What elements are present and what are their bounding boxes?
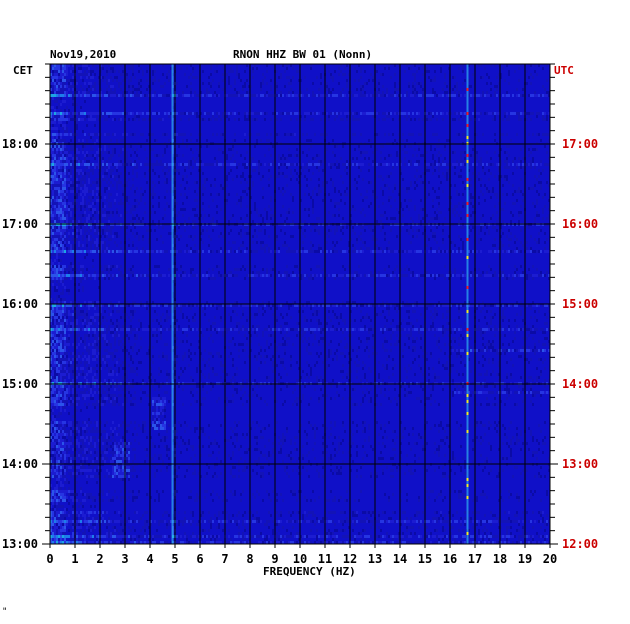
x-axis-label: FREQUENCY (HZ) <box>263 565 356 578</box>
x-tick-label-18: 18 <box>493 552 507 566</box>
utc-tick-label-3: 15:00 <box>562 297 598 311</box>
cet-tick-label-1: 14:00 <box>2 457 38 471</box>
cet-zone-label: CET <box>13 64 33 77</box>
x-tick-label-12: 12 <box>343 552 357 566</box>
utc-tick-label-5: 17:00 <box>562 137 598 151</box>
x-tick-label-5: 5 <box>171 552 178 566</box>
x-tick-label-15: 15 <box>418 552 432 566</box>
x-tick-label-14: 14 <box>393 552 407 566</box>
cet-tick-label-2: 15:00 <box>2 377 38 391</box>
x-tick-label-10: 10 <box>293 552 307 566</box>
utc-tick-label-2: 14:00 <box>562 377 598 391</box>
x-tick-label-20: 20 <box>543 552 557 566</box>
x-tick-label-2: 2 <box>96 552 103 566</box>
utc-tick-label-4: 16:00 <box>562 217 598 231</box>
x-tick-label-3: 3 <box>121 552 128 566</box>
cet-tick-label-0: 13:00 <box>2 537 38 551</box>
date-label: Nov19,2010 <box>50 48 117 61</box>
utc-tick-label-0: 12:00 <box>562 537 598 551</box>
cet-tick-label-4: 17:00 <box>2 217 38 231</box>
utc-tick-label-1: 13:00 <box>562 457 598 471</box>
x-tick-label-13: 13 <box>368 552 382 566</box>
x-tick-label-6: 6 <box>196 552 203 566</box>
x-tick-label-9: 9 <box>271 552 278 566</box>
x-tick-label-19: 19 <box>518 552 532 566</box>
x-tick-label-11: 11 <box>318 552 332 566</box>
corner-mark: " <box>2 607 8 617</box>
cet-tick-label-5: 18:00 <box>2 137 38 151</box>
x-tick-label-17: 17 <box>468 552 482 566</box>
x-tick-label-8: 8 <box>246 552 253 566</box>
x-tick-label-1: 1 <box>71 552 78 566</box>
x-tick-label-7: 7 <box>221 552 228 566</box>
x-tick-label-4: 4 <box>146 552 153 566</box>
cet-tick-label-3: 16:00 <box>2 297 38 311</box>
x-tick-label-0: 0 <box>46 552 53 566</box>
station-title: RNON HHZ BW 01 (Nonn) <box>233 48 373 61</box>
utc-zone-label: UTC <box>554 64 574 77</box>
x-tick-label-16: 16 <box>443 552 457 566</box>
